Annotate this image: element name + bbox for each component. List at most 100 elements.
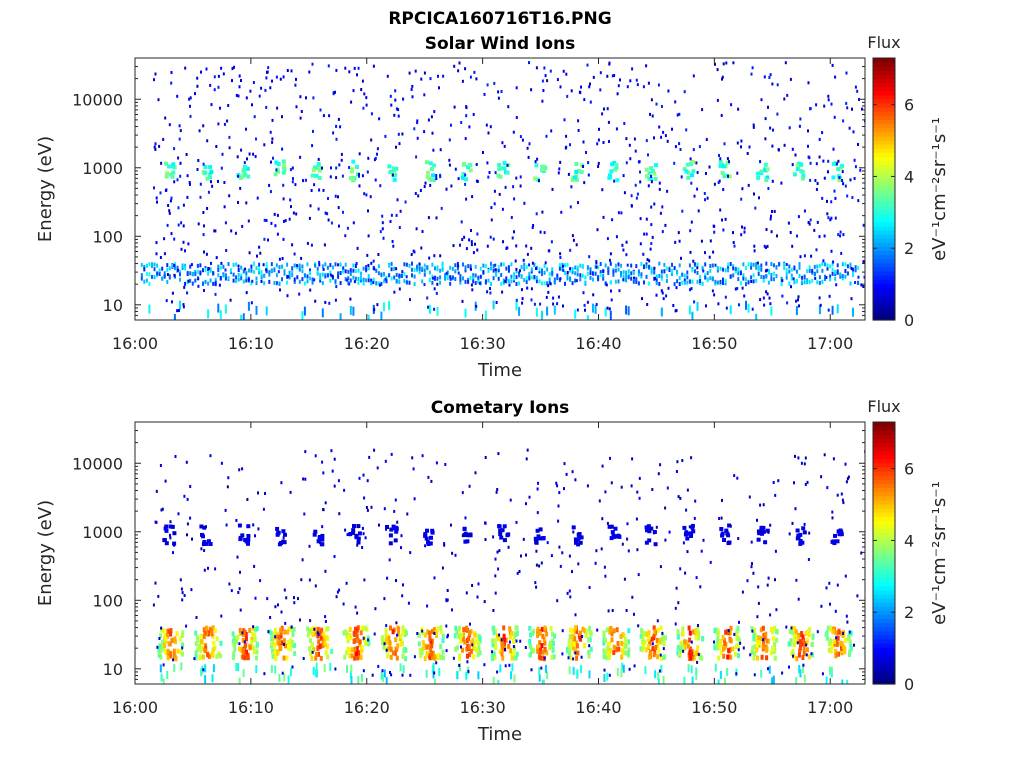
flux-cell	[532, 224, 535, 227]
flux-cell	[653, 542, 658, 547]
flux-cell	[396, 631, 400, 637]
flux-cell	[832, 629, 836, 635]
flux-cell	[541, 281, 543, 286]
flux-cell	[461, 491, 464, 495]
flux-cell	[446, 589, 449, 592]
flux-cell	[290, 69, 293, 73]
flux-cell	[831, 643, 834, 649]
flux-cell	[808, 627, 812, 633]
flux-cell	[179, 272, 181, 277]
colorbar-segment	[873, 262, 895, 268]
flux-cell	[427, 475, 430, 479]
flux-cell	[737, 271, 740, 276]
flux-cell	[235, 93, 238, 97]
flux-cell	[258, 262, 261, 267]
flux-cell	[657, 83, 660, 87]
flux-cell	[623, 577, 626, 581]
flux-cell	[245, 275, 248, 280]
flux-cell	[296, 265, 299, 270]
flux-cell	[220, 461, 223, 465]
flux-cell	[270, 641, 274, 647]
flux-cell	[795, 676, 798, 684]
x-tick-label: 16:10	[228, 334, 274, 353]
flux-cell	[273, 172, 278, 177]
flux-cell	[263, 281, 266, 286]
flux-cell	[278, 282, 281, 286]
flux-cell	[429, 77, 432, 81]
flux-cell	[311, 632, 315, 637]
flux-cell	[759, 169, 764, 174]
flux-cell	[703, 192, 706, 195]
flux-cell	[436, 306, 439, 316]
flux-cell	[679, 148, 682, 151]
flux-cell	[349, 305, 352, 315]
flux-cell	[477, 646, 481, 652]
flux-cell	[173, 147, 176, 151]
flux-cell	[716, 634, 720, 640]
panel-1: 16:00 16:10 16:20 16:30 16:40 16:50 17:0010100…	[35, 397, 950, 745]
flux-cell	[633, 137, 636, 141]
flux-cell	[329, 662, 332, 671]
flux-cell	[191, 281, 194, 286]
flux-cell	[846, 194, 849, 198]
flux-cell	[565, 472, 568, 476]
flux-cell	[376, 303, 379, 307]
flux-cell	[313, 627, 316, 631]
flux-cell	[178, 124, 181, 128]
x-tick-label: 16:10	[228, 698, 274, 717]
flux-cell	[259, 579, 262, 583]
flux-cell	[154, 148, 157, 151]
flux-cell	[168, 209, 171, 213]
flux-cell	[418, 266, 421, 271]
flux-cell	[289, 627, 293, 632]
flux-cell	[167, 628, 171, 634]
flux-cell	[182, 240, 185, 244]
flux-cell	[617, 534, 622, 539]
flux-cell	[597, 275, 600, 280]
flux-cell	[840, 492, 843, 496]
flux-cell	[173, 314, 176, 320]
flux-cell	[295, 77, 297, 81]
flux-cell	[342, 602, 345, 606]
flux-cell	[647, 184, 650, 188]
flux-cell	[500, 273, 503, 277]
flux-cell	[428, 633, 432, 639]
flux-cell	[266, 597, 269, 601]
flux-cell	[789, 77, 792, 81]
flux-cell	[601, 188, 604, 192]
flux-cell	[516, 571, 519, 575]
flux-cell	[401, 625, 405, 631]
flux-cell	[569, 268, 572, 273]
flux-cell	[318, 644, 322, 650]
flux-cell	[148, 304, 151, 314]
flux-cell	[635, 517, 638, 521]
flux-cell	[724, 217, 727, 221]
flux-cell	[552, 654, 556, 660]
flux-cell	[444, 276, 447, 281]
flux-cell	[350, 653, 354, 659]
flux-cell	[484, 264, 487, 269]
flux-cell	[528, 495, 531, 499]
flux-cell	[582, 140, 585, 144]
flux-cell	[483, 663, 486, 667]
flux-cell	[309, 276, 311, 281]
flux-cell	[506, 163, 509, 167]
flux-cell	[765, 274, 768, 279]
flux-cell	[214, 292, 217, 296]
flux-cell	[246, 174, 251, 179]
flux-cell	[323, 664, 326, 673]
flux-cell	[589, 646, 593, 652]
flux-cell	[564, 271, 566, 275]
flux-cell	[240, 273, 243, 278]
flux-cell	[168, 650, 172, 656]
flux-cell	[199, 524, 204, 529]
flux-cell	[235, 639, 238, 645]
flux-cell	[807, 558, 810, 561]
flux-cell	[403, 279, 406, 284]
flux-cell	[796, 641, 799, 645]
flux-cell	[257, 527, 260, 531]
flux-cell	[338, 163, 341, 167]
flux-cell	[152, 603, 155, 607]
flux-cell	[238, 627, 242, 633]
flux-cell	[362, 636, 365, 640]
